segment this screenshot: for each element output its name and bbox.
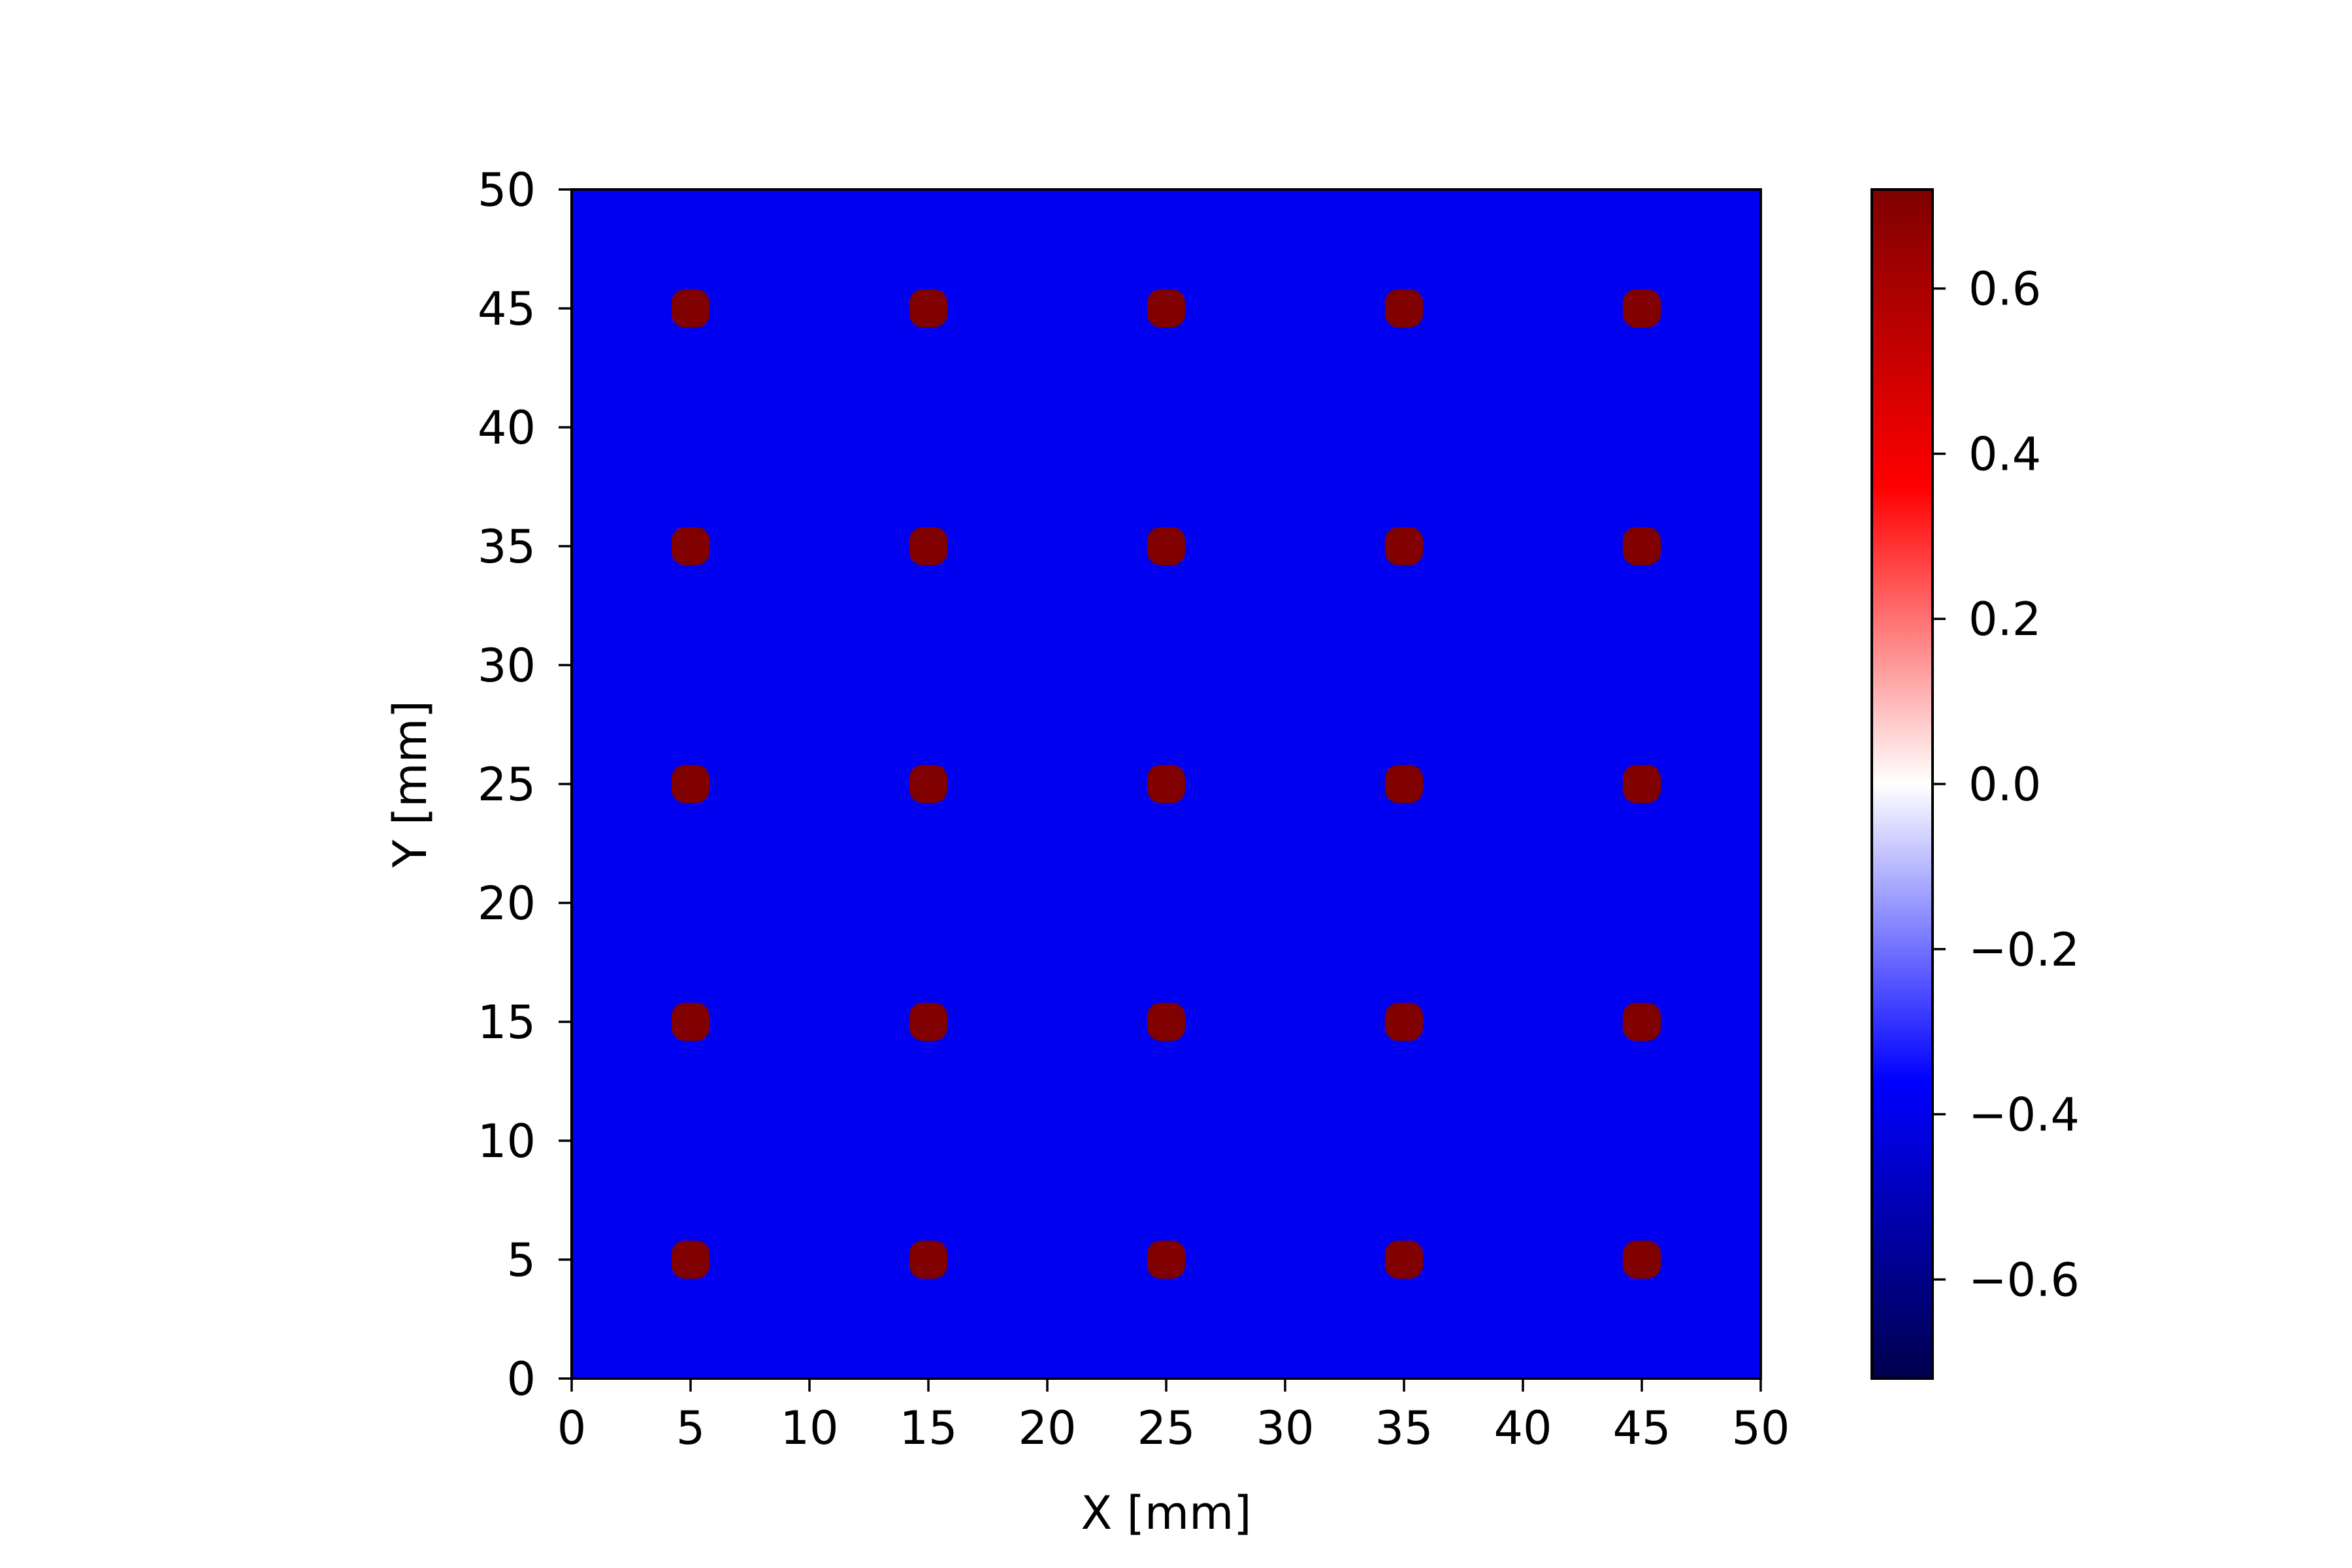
heatmap-spot [671,764,710,804]
x-tick-label: 25 [1137,1401,1195,1455]
heatmap-spot [671,1240,710,1279]
heatmap-spot [1147,289,1186,328]
y-tick-label: 5 [506,1233,536,1287]
heatmap-spot [1622,289,1661,328]
x-tick-label: 20 [1018,1401,1076,1455]
colorbar-tick-label: 0.2 [1968,593,2041,646]
y-tick-label: 30 [478,639,536,693]
y-tick-label: 40 [478,401,536,455]
heatmap-spot [1384,289,1424,328]
y-axis-label: Y [mm] [384,700,437,868]
heatmap-spot [1384,1240,1424,1279]
spots-layer [671,289,1661,1279]
x-tick-label: 0 [557,1401,587,1455]
heatmap-spot [1622,1002,1661,1041]
heatmap-spot [1622,527,1661,566]
heatmap-spot [1384,764,1424,804]
y-tick-label: 50 [478,163,536,217]
heatmap-spot [671,1002,710,1041]
colorbar-tick-label: −0.4 [1968,1088,2080,1142]
heatmap-spot [1384,1002,1424,1041]
colorbar-tick-label: −0.6 [1968,1253,2080,1307]
heatmap-spot [1622,764,1661,804]
y-tick-label: 15 [478,996,536,1049]
y-tick-label: 25 [478,758,536,811]
heatmap-spot [1147,527,1186,566]
heatmap-spot [909,527,948,566]
colorbar-tick-label: 0.4 [1968,427,2041,481]
x-tick-label: 40 [1494,1401,1552,1455]
x-axis-label: X [mm] [1081,1486,1251,1540]
heatmap-spot [671,527,710,566]
colorbar-gradient [1870,188,1934,1380]
heatmap-spot [671,289,710,328]
heatmap-spot [1384,527,1424,566]
colorbar-tick-label: −0.2 [1968,923,2080,977]
y-tick-label: 20 [478,877,536,930]
heatmap-spot [1147,1002,1186,1041]
colorbar: −0.6 −0.4 −0.2 0.0 0.2 0.4 0.6 [1870,188,2080,1380]
heatmap-spot [1622,1240,1661,1279]
colorbar-tick-label: 0.6 [1968,263,2041,316]
x-tick-label: 50 [1731,1401,1789,1455]
x-tick-label: 10 [780,1401,838,1455]
heatmap-spot [1147,1240,1186,1279]
heatmap-spot [909,289,948,328]
heatmap-spot [909,764,948,804]
heatmap-spot [1147,764,1186,804]
colorbar-tick-label: 0.0 [1968,758,2041,811]
y-tick-label: 0 [506,1352,536,1406]
y-tick-label: 10 [478,1115,536,1168]
heatmap-spot [909,1002,948,1041]
y-tick-label: 45 [478,282,536,336]
x-tick-label: 5 [676,1401,706,1455]
x-axis: 0 5 10 15 20 25 30 35 40 45 50 [557,1379,1790,1455]
y-tick-label: 35 [478,520,536,574]
heatmap-spot [909,1240,948,1279]
colorbar-ticks: −0.6 −0.4 −0.2 0.0 0.2 0.4 0.6 [1933,263,2080,1307]
plot-area [570,188,1762,1380]
x-tick-label: 30 [1256,1401,1314,1455]
x-tick-label: 45 [1612,1401,1671,1455]
x-tick-label: 35 [1375,1401,1433,1455]
y-axis: 0 5 10 15 20 25 30 35 40 45 50 [478,163,572,1406]
x-tick-label: 15 [899,1401,957,1455]
